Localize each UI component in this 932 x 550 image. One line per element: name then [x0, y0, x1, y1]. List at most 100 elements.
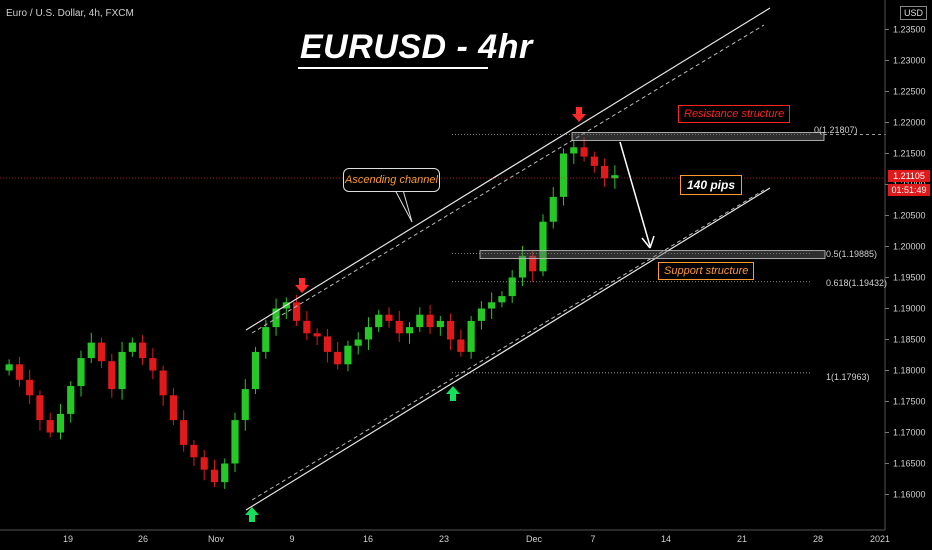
candle-body	[488, 302, 496, 309]
y-tick-label: 1.23500	[893, 25, 926, 35]
candle-body	[364, 327, 373, 340]
candle-body	[405, 327, 414, 334]
candle-body	[590, 156, 598, 166]
ascending-channel-label: Ascending channel	[343, 168, 440, 192]
candle-body	[344, 345, 352, 365]
candle-body	[580, 147, 588, 157]
candle-body	[231, 420, 239, 464]
candle-body	[200, 457, 208, 470]
candle-body	[559, 153, 568, 197]
candle-body	[97, 342, 106, 362]
candle-body	[15, 364, 23, 380]
candle-body	[539, 221, 547, 272]
x-tick-label: 16	[363, 534, 373, 544]
candle-body	[169, 395, 177, 421]
y-tick-label: 1.22500	[893, 87, 926, 97]
candle-body	[385, 314, 393, 321]
candle-body	[508, 277, 516, 297]
y-tick-label: 1.18000	[893, 366, 926, 376]
last-price-badge: 1.21105	[888, 170, 930, 182]
candle-body	[354, 339, 362, 346]
up-arrow-icon	[245, 507, 259, 522]
candle-body	[36, 395, 44, 421]
chart-title: EURUSD - 4hr	[300, 28, 533, 66]
y-tick-label: 1.20500	[893, 211, 926, 221]
y-tick-label: 1.19000	[893, 304, 926, 314]
candle-body	[395, 320, 403, 334]
countdown-badge: 01:51:49	[888, 184, 930, 196]
channel-lower-dashed	[251, 189, 765, 501]
pips-label: 140 pips	[680, 175, 743, 195]
candle-body	[139, 342, 147, 359]
candle-body	[334, 351, 342, 365]
candle-body	[46, 420, 54, 433]
x-tick-label: 26	[138, 534, 148, 544]
candle-body	[477, 308, 485, 321]
channel-upper-dashed	[251, 24, 765, 334]
symbol-label: Euro / U.S. Dollar, 4h, FXCM	[6, 8, 134, 19]
down-arrow-icon	[295, 278, 309, 293]
x-tick-label: 7	[590, 534, 595, 544]
down-arrow-icon	[572, 107, 586, 122]
y-tick-label: 1.17000	[893, 428, 926, 438]
fib-level-0: 0(1.21807)	[814, 125, 858, 135]
y-tick-label: 1.16500	[893, 459, 926, 469]
fib-level-0-618: 0.618(1.19432)	[826, 278, 888, 288]
candle-body	[457, 339, 465, 352]
candle-body	[272, 308, 280, 328]
candle-body	[149, 358, 157, 371]
x-tick-label: 9	[289, 534, 294, 544]
up-arrow-icon	[446, 386, 460, 401]
candle-body	[221, 463, 229, 483]
currency-button[interactable]: USD	[900, 6, 928, 20]
y-tick-label: 1.20000	[893, 242, 926, 252]
y-tick-label: 1.16000	[893, 490, 926, 500]
candle-body	[426, 314, 434, 328]
candle-body	[190, 444, 198, 458]
x-tick-label: 21	[737, 534, 747, 544]
x-tick-label: 19	[63, 534, 73, 544]
candle-body	[67, 386, 75, 414]
candle-body	[87, 342, 95, 359]
candle-body	[159, 370, 167, 396]
candle-body	[570, 147, 578, 154]
x-tick-label: 14	[661, 534, 671, 544]
x-tick-label: 2021	[870, 534, 890, 544]
candle-body	[518, 255, 527, 278]
x-axis-ticks: 19 26 Nov 9 16 23 Dec 7 14 21 28 2021	[63, 534, 890, 544]
channel-label-pointer	[394, 189, 413, 223]
candle-body	[313, 333, 321, 337]
candle-body	[128, 342, 136, 352]
channel-upper-line	[245, 7, 771, 331]
candle-body	[262, 327, 270, 352]
y-tick-label: 1.17500	[893, 397, 926, 407]
candle-body	[416, 314, 424, 328]
candle-body	[498, 296, 506, 303]
candle-body	[601, 165, 609, 179]
y-tick-label: 1.23000	[893, 56, 926, 66]
candle-body	[436, 320, 444, 328]
y-tick-label: 1.22000	[893, 118, 926, 128]
candle-body	[467, 320, 475, 352]
candle-body	[611, 175, 619, 179]
candle-body	[180, 420, 188, 445]
candle-body	[303, 320, 311, 334]
resistance-label: Resistance structure	[678, 105, 791, 123]
candle-body	[375, 314, 383, 328]
resistance-zone	[571, 132, 825, 141]
candle-body	[549, 196, 557, 222]
candle-body	[447, 320, 455, 340]
x-tick-label: 23	[439, 534, 449, 544]
candlestick-series	[5, 137, 619, 489]
candle-body	[118, 351, 126, 390]
title-underline	[298, 67, 488, 69]
projection-arrow	[619, 141, 651, 247]
y-tick-label: 1.19500	[893, 273, 926, 283]
candle-body	[77, 358, 85, 386]
candle-body	[323, 336, 331, 352]
y-tick-label: 1.18500	[893, 335, 926, 345]
channel-lower-line	[245, 187, 771, 511]
candle-body	[241, 389, 249, 421]
candle-body	[210, 469, 219, 483]
